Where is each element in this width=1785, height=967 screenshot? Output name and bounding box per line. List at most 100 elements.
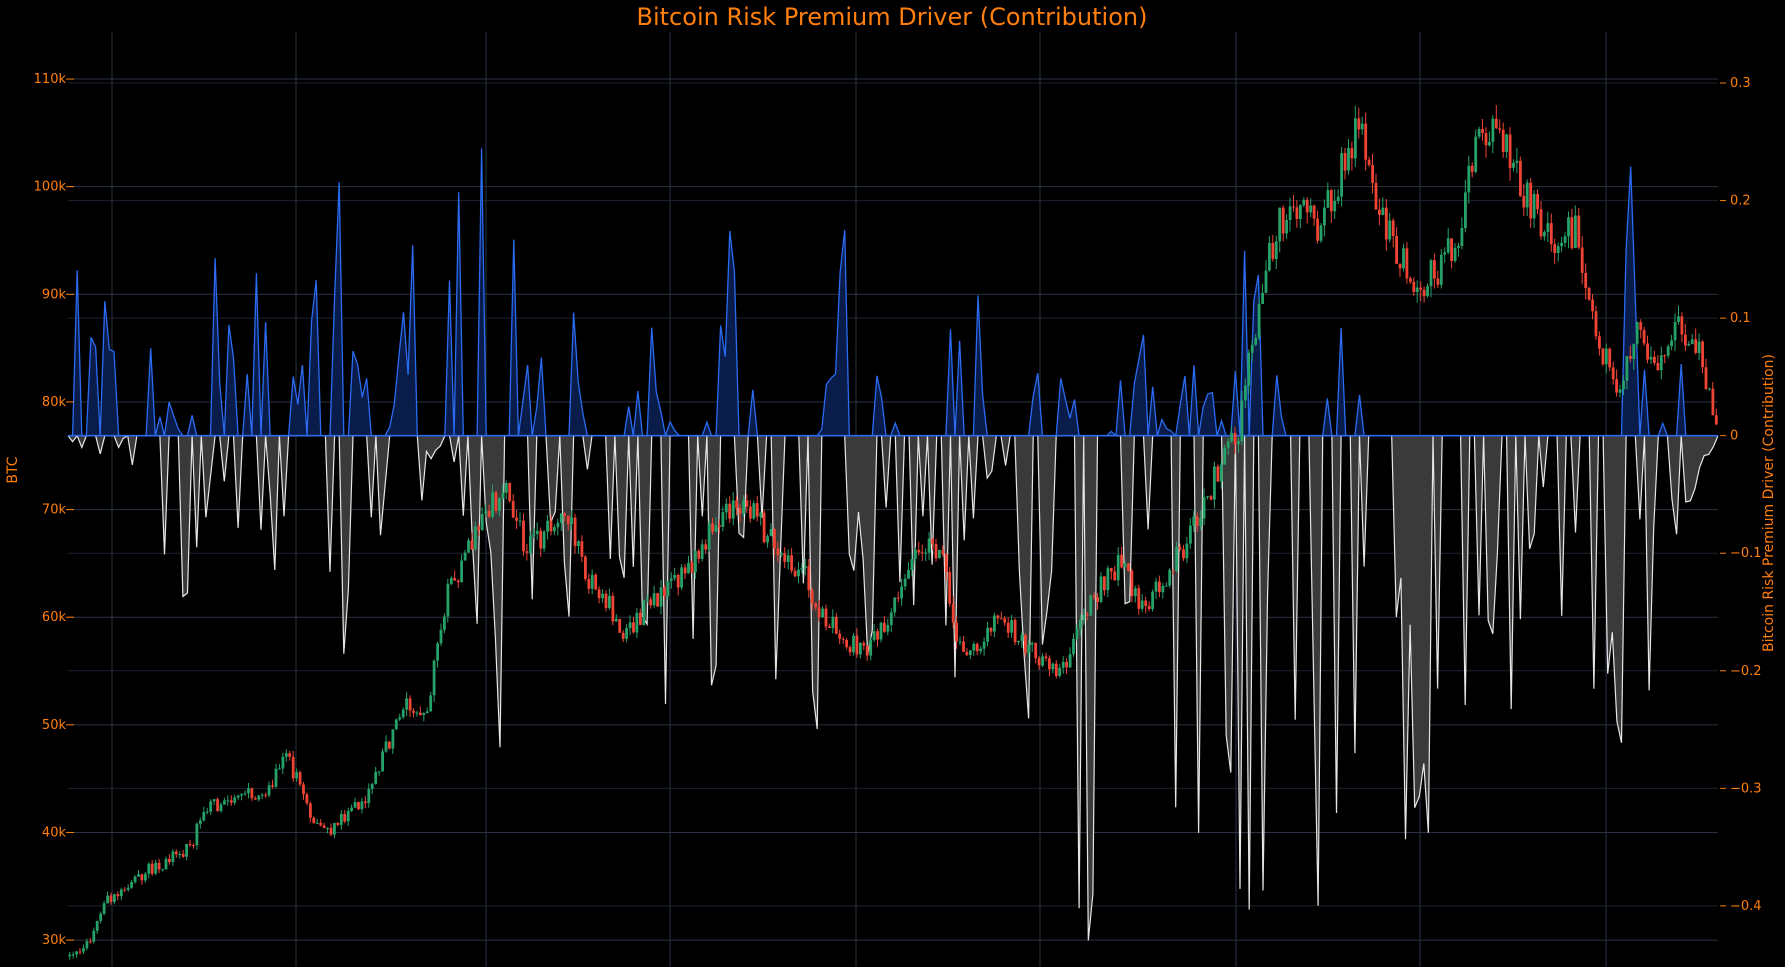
candle-body	[814, 603, 818, 608]
candle-body	[790, 555, 793, 571]
btc-candle	[938, 549, 941, 559]
btc-candle	[1570, 208, 1574, 250]
candle-body	[1711, 388, 1715, 416]
btc-candle	[394, 718, 398, 730]
btc-candle	[556, 518, 560, 536]
candle-body	[1536, 194, 1539, 210]
btc-candle	[250, 787, 254, 801]
btc-candle	[999, 611, 1003, 620]
btc-candle	[1708, 387, 1711, 391]
btc-candle	[570, 510, 573, 530]
candle-body	[546, 520, 549, 532]
candle-body	[391, 729, 395, 749]
candle-body	[752, 503, 756, 519]
candle-body	[1656, 363, 1660, 371]
candle-body	[1556, 246, 1560, 253]
candle-body	[1144, 600, 1148, 606]
btc-candle	[185, 843, 188, 861]
candle-body	[958, 641, 962, 643]
btc-candle	[102, 900, 106, 916]
candle-body	[1539, 209, 1543, 237]
btc-candle	[1663, 354, 1667, 364]
candle-body	[924, 552, 928, 554]
candle-body	[1481, 129, 1484, 133]
candle-body	[879, 622, 883, 640]
candle-body	[1666, 346, 1670, 356]
btc-candle	[587, 573, 591, 594]
candle-body	[1274, 241, 1278, 259]
candle-body	[652, 593, 656, 606]
candle-body	[687, 562, 690, 574]
btc-candle	[68, 952, 72, 960]
candle-body	[1519, 160, 1522, 197]
btc-candle	[1164, 582, 1168, 587]
btc-candle	[632, 616, 635, 634]
btc-candle	[1223, 444, 1227, 465]
candle-body	[570, 517, 573, 525]
btc-candle	[1402, 243, 1405, 272]
candle-body	[597, 589, 601, 599]
candle-body	[1415, 287, 1419, 292]
btc-candle	[941, 545, 945, 557]
candle-body	[618, 619, 622, 633]
candle-body	[1580, 247, 1584, 273]
btc-candle	[924, 548, 928, 562]
btc-candle	[975, 642, 979, 656]
candle-body	[1354, 118, 1357, 159]
btc-candle	[962, 636, 965, 653]
btc-candle	[1525, 179, 1529, 216]
btc-candle	[130, 880, 133, 889]
candle-body	[1271, 242, 1275, 259]
btc-candle	[611, 592, 615, 626]
btc-candle	[621, 630, 625, 643]
right-tick-label: −0.4	[1730, 899, 1762, 914]
btc-candle	[618, 618, 622, 633]
left-tick-label: 30k	[42, 933, 67, 948]
btc-candle	[71, 951, 75, 959]
btc-candle	[845, 637, 848, 650]
right-tick-label: 0.3	[1730, 76, 1751, 91]
candle-body	[326, 827, 329, 829]
btc-candle	[1450, 238, 1453, 269]
candle-body	[1295, 207, 1299, 219]
btc-candle	[1137, 584, 1141, 615]
candle-body	[797, 569, 800, 577]
candle-body	[931, 538, 934, 544]
btc-candle	[1096, 593, 1099, 610]
candle-body	[494, 492, 498, 511]
btc-candle	[1694, 328, 1698, 355]
candle-body	[1457, 245, 1460, 248]
candle-body	[1433, 260, 1436, 279]
btc-candle	[1230, 426, 1233, 444]
btc-candle	[903, 574, 907, 591]
btc-candle	[669, 572, 673, 589]
candle-body	[350, 807, 353, 811]
btc-candle	[422, 712, 426, 722]
candle-body	[656, 593, 659, 607]
candle-body	[1439, 254, 1443, 285]
btc-candle	[1061, 656, 1065, 674]
btc-candle	[1068, 647, 1072, 669]
btc-candle	[1553, 238, 1557, 265]
candle-body	[377, 771, 381, 773]
btc-candle	[1336, 189, 1340, 204]
btc-candle	[388, 741, 391, 750]
btc-candle	[553, 524, 556, 536]
btc-candle	[360, 797, 364, 814]
candle-body	[731, 500, 735, 519]
candle-body	[1570, 217, 1574, 249]
btc-candle	[920, 544, 924, 561]
candle-body	[1326, 190, 1330, 208]
candle-body	[89, 941, 92, 943]
candle-body	[532, 534, 536, 537]
btc-candle	[773, 528, 776, 557]
btc-candle	[515, 509, 518, 529]
btc-candle	[969, 650, 972, 659]
candle-body	[144, 873, 147, 881]
candle-body	[1288, 206, 1292, 220]
btc-candle	[1333, 189, 1337, 219]
btc-candle	[731, 492, 735, 526]
candle-body	[484, 510, 488, 514]
btc-candle	[635, 607, 639, 639]
btc-candle	[539, 527, 543, 557]
